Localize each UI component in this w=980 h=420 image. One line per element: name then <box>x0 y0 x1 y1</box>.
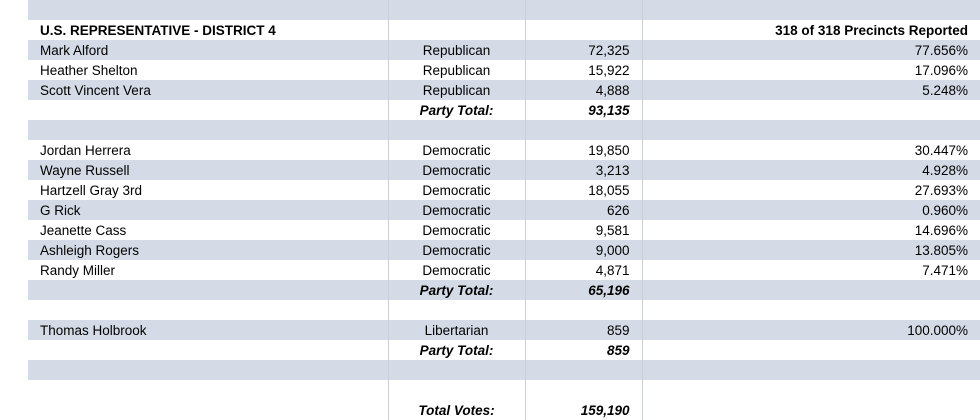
candidate-name: Heather Shelton <box>28 60 389 80</box>
candidate-name: Jordan Herrera <box>28 140 389 160</box>
candidate-name: Jeanette Cass <box>28 220 389 240</box>
candidate-party: Democratic <box>388 180 526 200</box>
candidate-percent: 77.656% <box>642 40 980 60</box>
party-total-label: Party Total: <box>388 280 526 300</box>
candidate-row: G Rick Democratic 626 0.960% <box>28 200 980 220</box>
candidate-row: Jeanette Cass Democratic 9,581 14.696% <box>28 220 980 240</box>
grand-total-value: 159,190 <box>525 400 643 420</box>
candidate-name: Randy Miller <box>28 260 389 280</box>
candidate-row: Randy Miller Democratic 4,871 7.471% <box>28 260 980 280</box>
candidate-votes: 4,871 <box>525 260 643 280</box>
race-title: U.S. REPRESENTATIVE - DISTRICT 4 <box>28 20 389 40</box>
candidate-party: Democratic <box>388 160 526 180</box>
party-total-row: Party Total: 859 <box>28 340 980 360</box>
spacer-row <box>28 120 980 140</box>
party-total-row: Party Total: 93,135 <box>28 100 980 120</box>
grand-total-label: Total Votes: <box>388 400 526 420</box>
candidate-party: Democratic <box>388 240 526 260</box>
candidate-name: Wayne Russell <box>28 160 389 180</box>
candidate-percent: 30.447% <box>642 140 980 160</box>
candidate-party: Republican <box>388 60 526 80</box>
candidate-party: Democratic <box>388 260 526 280</box>
candidate-votes: 15,922 <box>525 60 643 80</box>
candidate-row: Heather Shelton Republican 15,922 17.096… <box>28 60 980 80</box>
candidate-party: Democratic <box>388 140 526 160</box>
candidate-name: G Rick <box>28 200 389 220</box>
results-table: U.S. REPRESENTATIVE - DISTRICT 4 318 of … <box>28 0 980 420</box>
candidate-votes: 4,888 <box>525 80 643 100</box>
candidate-votes: 9,000 <box>525 240 643 260</box>
candidate-row: Thomas Holbrook Libertarian 859 100.000% <box>28 320 980 340</box>
candidate-party: Democratic <box>388 200 526 220</box>
party-total-label: Party Total: <box>388 100 526 120</box>
candidate-votes: 18,055 <box>525 180 643 200</box>
candidate-row: Mark Alford Republican 72,325 77.656% <box>28 40 980 60</box>
candidate-name: Ashleigh Rogers <box>28 240 389 260</box>
candidate-percent: 14.696% <box>642 220 980 240</box>
party-total-row: Party Total: 65,196 <box>28 280 980 300</box>
candidate-name: Thomas Holbrook <box>28 320 389 340</box>
candidate-party: Libertarian <box>388 320 526 340</box>
candidate-votes: 9,581 <box>525 220 643 240</box>
candidate-votes: 19,850 <box>525 140 643 160</box>
candidate-votes: 859 <box>525 320 643 340</box>
candidate-votes: 3,213 <box>525 160 643 180</box>
candidate-row: Ashleigh Rogers Democratic 9,000 13.805% <box>28 240 980 260</box>
candidate-percent: 100.000% <box>642 320 980 340</box>
grand-total-row: Total Votes: 159,190 <box>28 400 980 420</box>
candidate-votes: 626 <box>525 200 643 220</box>
candidate-percent: 5.248% <box>642 80 980 100</box>
party-total-value: 93,135 <box>525 100 643 120</box>
race-header-row: U.S. REPRESENTATIVE - DISTRICT 4 318 of … <box>28 20 980 40</box>
candidate-percent: 27.693% <box>642 180 980 200</box>
candidate-name: Hartzell Gray 3rd <box>28 180 389 200</box>
party-total-value: 859 <box>525 340 643 360</box>
spacer-row <box>28 0 980 20</box>
spacer-row <box>28 380 980 400</box>
candidate-votes: 72,325 <box>525 40 643 60</box>
candidate-percent: 17.096% <box>642 60 980 80</box>
candidate-row: Scott Vincent Vera Republican 4,888 5.24… <box>28 80 980 100</box>
spacer-row <box>28 360 980 380</box>
candidate-party: Republican <box>388 40 526 60</box>
candidate-name: Scott Vincent Vera <box>28 80 389 100</box>
candidate-percent: 7.471% <box>642 260 980 280</box>
candidate-percent: 4.928% <box>642 160 980 180</box>
spacer-row <box>28 300 980 320</box>
candidate-percent: 0.960% <box>642 200 980 220</box>
candidate-row: Hartzell Gray 3rd Democratic 18,055 27.6… <box>28 180 980 200</box>
candidate-name: Mark Alford <box>28 40 389 60</box>
candidate-row: Wayne Russell Democratic 3,213 4.928% <box>28 160 980 180</box>
results-frame: U.S. REPRESENTATIVE - DISTRICT 4 318 of … <box>28 0 980 420</box>
precincts-reported: 318 of 318 Precincts Reported <box>642 20 980 40</box>
candidate-party: Republican <box>388 80 526 100</box>
candidate-percent: 13.805% <box>642 240 980 260</box>
party-total-label: Party Total: <box>388 340 526 360</box>
party-total-value: 65,196 <box>525 280 643 300</box>
candidate-row: Jordan Herrera Democratic 19,850 30.447% <box>28 140 980 160</box>
candidate-party: Democratic <box>388 220 526 240</box>
